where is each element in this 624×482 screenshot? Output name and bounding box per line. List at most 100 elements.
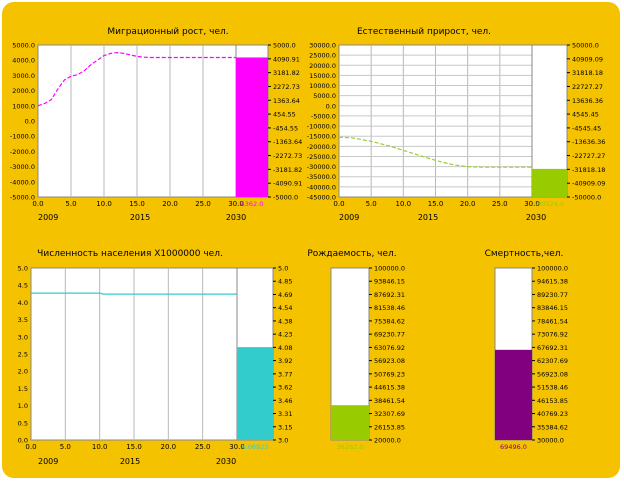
deaths-bar-tick-label: 73076.92 [537, 331, 568, 339]
natural-bar-tick-label: -13636.36 [572, 138, 605, 146]
population-bar-tick-label: 4.85 [278, 278, 292, 286]
natural-y-tick-label: -15000.0 [307, 133, 336, 141]
population-year-label: 2030 [216, 457, 236, 466]
migration-y-tick-label: -3000.0 [10, 163, 35, 171]
deaths-bar-tick-label: 51538.46 [537, 384, 568, 392]
population-x-tick-label: 0.0 [25, 443, 36, 451]
migration-bar-tick-label: 454.55 [273, 111, 296, 119]
natural-x-tick-label: 10.0 [396, 200, 412, 208]
population-title: Численность населения X1000000 чел. [37, 249, 223, 259]
migration-bar-tick-label: -4090.91 [273, 180, 302, 188]
natural-y-tick-label: -25000.0 [307, 153, 336, 161]
natural-y-tick-label: -35000.0 [307, 173, 336, 181]
population-x-tick-label: 5.0 [60, 443, 71, 451]
migration-x-tick-label: 30.0 [228, 200, 244, 208]
natural-x-tick-label: 15.0 [428, 200, 444, 208]
population-y-tick-label: 4.0 [18, 299, 28, 307]
population-bar-tick-label: 3.46 [278, 397, 292, 405]
population-y-tick-label: 2.5 [18, 351, 28, 359]
births-bar-tick-label: 81538.46 [374, 304, 405, 312]
population-y-tick-label: 3.5 [18, 316, 28, 324]
population-bar-value-label: 4.06923 [242, 443, 269, 451]
population-bar-tick-label: 4.08 [278, 344, 292, 352]
deaths-bar-tick-label: 46153.85 [537, 397, 568, 405]
population-bar-tick-label: 3.31 [278, 410, 292, 418]
deaths-bar-tick-label: 35384.62 [537, 423, 568, 431]
natural-y-tick-label: 15000.0 [309, 72, 336, 80]
natural-y-tick-label: -10000.0 [307, 123, 336, 131]
natural-bar-tick-label: 40909.09 [572, 55, 603, 63]
migration-year-label: 2015 [130, 213, 150, 222]
migration-bar-value-label: 4362.0 [241, 200, 264, 208]
natural-y-tick-label: -40000.0 [307, 183, 336, 191]
migration-y-tick-label: -4000.0 [10, 178, 35, 186]
births-bar-tick-label: 75384.62 [374, 317, 405, 325]
births-bar-tick-label: 26153.85 [374, 423, 405, 431]
deaths-bar-fill [495, 349, 532, 440]
migration-x-tick-label: 10.0 [96, 200, 112, 208]
births-bar-tick-label: 44615.38 [374, 384, 405, 392]
deaths-bar-tick-label: 67692.31 [537, 344, 568, 352]
migration-y-tick-label: 0.0 [25, 118, 35, 126]
natural-x-tick-label: 5.0 [366, 200, 377, 208]
migration-title: Миграционный рост, чел. [107, 27, 228, 37]
deaths-bar-tick-label: 89230.77 [537, 291, 568, 299]
natural-bar-tick-label: -4545.45 [572, 124, 601, 132]
migration-bar-fill [236, 57, 268, 197]
migration-y-tick-label: -1000.0 [10, 133, 35, 141]
migration-bar-tick-label: -1363.64 [273, 138, 302, 146]
population-y-tick-label: 2.0 [18, 368, 28, 376]
deaths-bar-tick-label: 30000.0 [537, 437, 564, 445]
natural-bar-tick-label: 31818.18 [572, 69, 603, 77]
population-y-tick-label: 0.0 [18, 437, 28, 445]
births-bar-tick-label: 20000.0 [374, 437, 401, 445]
migration-x-tick-label: 0.0 [32, 200, 43, 208]
population-x-tick-label: 30.0 [229, 443, 245, 451]
natural-y-tick-label: -45000.0 [307, 194, 336, 202]
population-x-tick-label: 10.0 [92, 443, 108, 451]
migration-y-tick-label: 3000.0 [12, 72, 35, 80]
population-y-tick-label: 3.0 [18, 333, 28, 341]
natural-bar-fill [532, 168, 567, 197]
natural-bar-tick-label: 50000.0 [572, 42, 599, 50]
population-bar-tick-label: 4.54 [278, 304, 292, 312]
births-bar-tick-label: 69230.77 [374, 331, 405, 339]
deaths-bar-tick-label: 83846.15 [537, 304, 568, 312]
natural-y-tick-label: -5000.0 [311, 112, 336, 120]
natural-bar-tick-label: 22727.27 [572, 83, 603, 91]
natural-x-tick-label: 20.0 [460, 200, 476, 208]
population-y-tick-label: 1.5 [18, 385, 28, 393]
natural-bar-tick-label: -22727.27 [572, 152, 605, 160]
migration-year-label: 2009 [38, 213, 58, 222]
natural-bar-value-label: -30524.0 [535, 200, 564, 208]
population-bar-tick-label: 3.0 [278, 437, 288, 445]
migration-bar-tick-label: 1363.64 [273, 97, 300, 105]
migration-y-tick-label: 4000.0 [12, 57, 35, 65]
population-series-line [31, 292, 237, 295]
deaths-bar-value-label: 69496.0 [500, 443, 527, 451]
migration-bar-tick-label: 2272.73 [273, 83, 300, 91]
migration-x-tick-label: 5.0 [65, 200, 76, 208]
population-bar-tick-label: 3.15 [278, 423, 292, 431]
deaths-bar-tick-label: 62307.69 [537, 357, 568, 365]
births-bar-tick-label: 50769.23 [374, 370, 405, 378]
population-y-tick-label: 4.5 [18, 282, 28, 290]
births-bar-tick-label: 100000.0 [374, 265, 405, 273]
natural-y-tick-label: 10000.0 [309, 82, 336, 90]
natural-bar-tick-label: -50000.0 [572, 194, 601, 202]
births-bar-tick-label: 63076.92 [374, 344, 405, 352]
migration-y-tick-label: 5000.0 [12, 42, 35, 50]
migration-bar-tick-label: 5000.0 [273, 42, 296, 50]
population-bar-tick-label: 4.23 [278, 331, 292, 339]
migration-year-label: 2030 [226, 213, 246, 222]
births-bar-tick-label: 93846.15 [374, 278, 405, 286]
births-bar-fill [331, 405, 369, 440]
deaths-title: Смертность,чел. [485, 249, 564, 259]
natural-year-label: 2015 [418, 213, 438, 222]
natural-x-tick-label: 25.0 [492, 200, 508, 208]
population-bar-tick-label: 3.77 [278, 370, 292, 378]
births-bar-tick-label: 56923.08 [374, 357, 405, 365]
natural-x-tick-label: 0.0 [333, 200, 344, 208]
natural-bar-tick-label: -31818.18 [572, 166, 605, 174]
